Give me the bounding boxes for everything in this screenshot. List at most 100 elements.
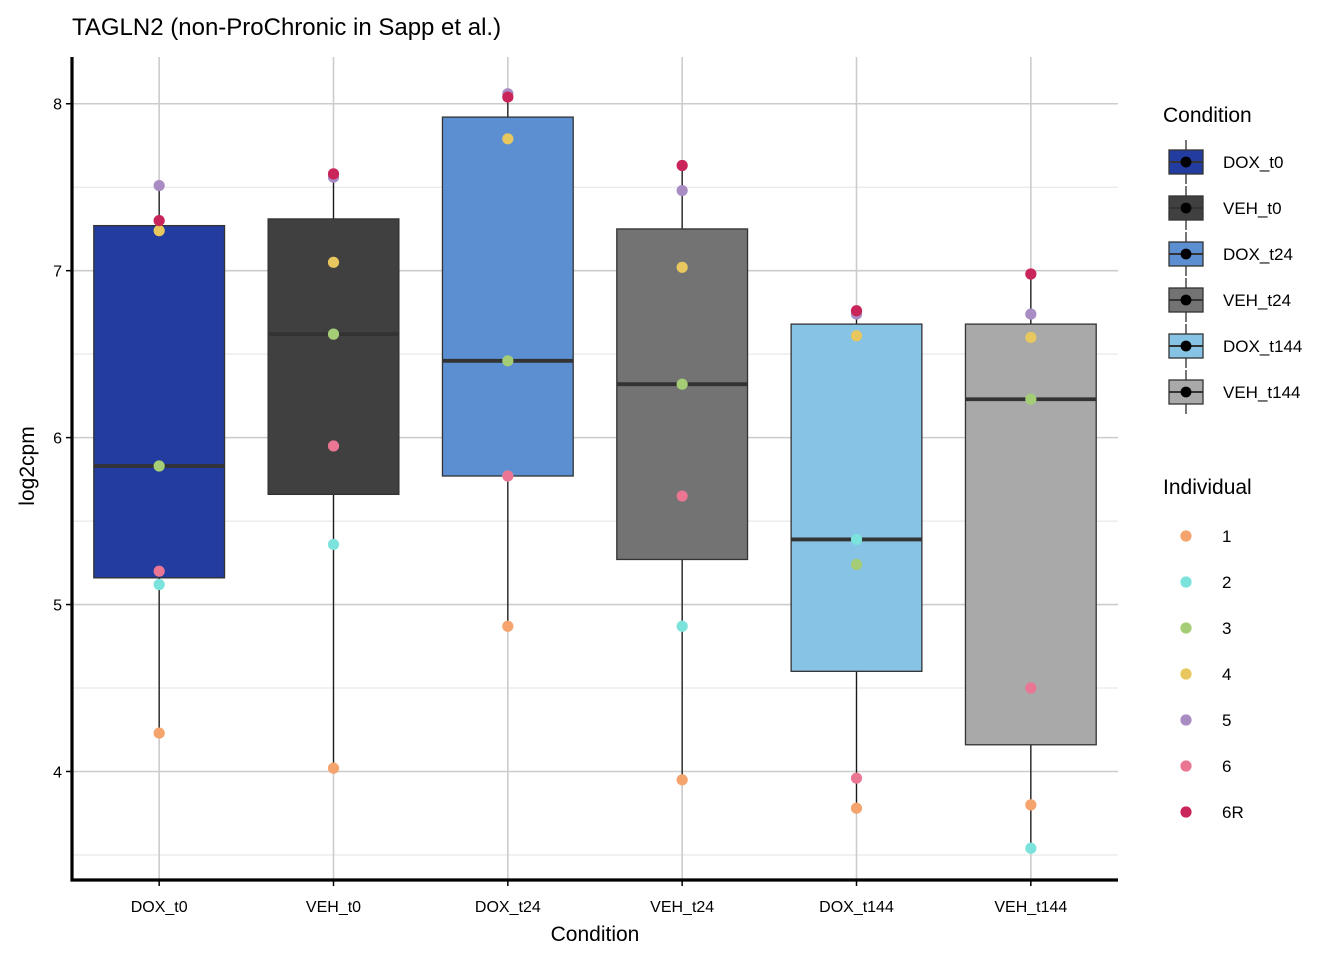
- box-body: [790, 323, 923, 672]
- legend-individual: Individual 1 2 3 4 5 6 6R: [1163, 476, 1252, 822]
- plot-grid: [72, 57, 1118, 880]
- plot-points: [153, 88, 1037, 854]
- data-point: [1025, 842, 1037, 854]
- legend-key-point: [1180, 668, 1192, 680]
- legend-key-point: [1180, 622, 1192, 634]
- legend-key-point: [1180, 760, 1192, 772]
- x-tick-label: VEH_t24: [650, 899, 714, 916]
- data-point: [676, 490, 688, 502]
- legend-individual-item: 4: [1180, 665, 1231, 684]
- y-tick-label: 4: [53, 764, 62, 781]
- data-point: [676, 620, 688, 632]
- legend-individual-item: 6R: [1180, 803, 1244, 822]
- data-point: [327, 440, 340, 452]
- data-point: [850, 305, 863, 317]
- legend-condition-label: VEH_t24: [1223, 291, 1291, 310]
- x-tick-label: DOX_t24: [475, 899, 541, 916]
- data-point: [850, 802, 863, 814]
- x-tick-label: VEH_t0: [306, 899, 361, 916]
- legend-condition-item: DOX_t24: [1168, 232, 1293, 276]
- data-point: [676, 378, 688, 390]
- legend-condition-item: DOX_t0: [1168, 140, 1283, 184]
- legend-individual-item: 5: [1180, 711, 1231, 730]
- x-tick-label: VEH_t144: [994, 899, 1067, 916]
- data-point: [502, 355, 514, 367]
- box-DOX_t0: [93, 185, 226, 734]
- legend-key-point: [1180, 156, 1192, 168]
- x-tick-label: DOX_t0: [131, 899, 188, 916]
- y-axis-title: log2cpm: [16, 426, 39, 505]
- legend-condition-label: DOX_t144: [1223, 337, 1302, 356]
- data-point: [153, 225, 165, 237]
- data-point: [1025, 799, 1037, 811]
- y-tick-label: 7: [53, 264, 62, 281]
- data-point: [153, 727, 165, 739]
- box-VEH_t24: [616, 165, 749, 780]
- legend-individual-label: 6: [1222, 757, 1231, 776]
- legend-key-point: [1180, 806, 1192, 818]
- legend-key-point: [1180, 340, 1192, 352]
- legend-individual-label: 6R: [1222, 803, 1244, 822]
- plot-axes: 4 5 6 7 8 DOX_t0 VEH_t0 DOX_t24 VEH_t24 DOX_t144 V…: [53, 57, 1118, 916]
- plot-boxes: [93, 95, 1097, 849]
- legend-individual-item: 1: [1180, 527, 1231, 546]
- legend-individual-label: 2: [1222, 573, 1231, 592]
- chart-title: TAGLN2 (non-ProChronic in Sapp et al.): [72, 14, 501, 41]
- data-point: [153, 179, 165, 192]
- data-point: [153, 565, 165, 577]
- data-point: [327, 168, 340, 180]
- data-point: [153, 578, 165, 591]
- data-point: [676, 159, 688, 172]
- legend-key-point: [1180, 202, 1192, 214]
- data-point: [850, 558, 863, 571]
- legend-key-point: [1180, 530, 1192, 542]
- legend-individual-label: 1: [1222, 527, 1231, 546]
- legend-individual-title: Individual: [1163, 476, 1252, 499]
- y-tick-label: 8: [53, 97, 62, 114]
- box-body: [93, 224, 226, 579]
- legend-condition-title: Condition: [1163, 104, 1252, 127]
- y-tick-label: 5: [53, 598, 62, 615]
- legend-condition-item: VEH_t0: [1168, 186, 1282, 230]
- x-tick-label: DOX_t144: [819, 899, 894, 916]
- data-point: [502, 133, 514, 145]
- data-point: [1025, 682, 1037, 694]
- legend-individual-item: 2: [1180, 573, 1231, 592]
- data-point: [327, 538, 340, 551]
- data-point: [1025, 268, 1037, 280]
- box-VEH_t144: [964, 274, 1097, 849]
- data-point: [327, 256, 340, 268]
- legend-key-point: [1180, 386, 1192, 398]
- x-axis-title: Condition: [551, 923, 640, 946]
- data-point: [153, 214, 165, 227]
- legend-individual-label: 3: [1222, 619, 1231, 638]
- legend-key-point: [1180, 576, 1192, 588]
- data-point: [1025, 331, 1037, 344]
- legend-key-point: [1180, 714, 1192, 726]
- data-point: [850, 772, 863, 784]
- box-body: [964, 323, 1097, 746]
- legend-condition-label: VEH_t144: [1223, 383, 1301, 402]
- data-point: [676, 774, 688, 786]
- data-point: [327, 328, 340, 340]
- legend-individual-item: 6: [1180, 757, 1231, 776]
- box-DOX_t144: [790, 310, 923, 809]
- data-point: [676, 261, 688, 273]
- data-point: [502, 470, 514, 482]
- data-point: [1025, 308, 1037, 320]
- y-tick-label: 6: [53, 431, 62, 448]
- legend-condition-item: VEH_t144: [1168, 370, 1301, 414]
- legend-condition: Condition DOX_t0 VEH_t0 DOX_t24 VEH_t24 DOX_…: [1163, 104, 1302, 414]
- data-point: [327, 762, 340, 774]
- data-point: [153, 460, 165, 472]
- data-point: [676, 184, 688, 197]
- legend-condition-item: VEH_t24: [1168, 278, 1291, 322]
- legend-individual-item: 3: [1180, 619, 1231, 638]
- data-point: [850, 330, 863, 342]
- legend-individual-label: 4: [1222, 665, 1231, 684]
- data-point: [850, 533, 863, 546]
- legend-individual-label: 5: [1222, 711, 1231, 730]
- data-point: [502, 91, 514, 103]
- data-point: [502, 620, 514, 632]
